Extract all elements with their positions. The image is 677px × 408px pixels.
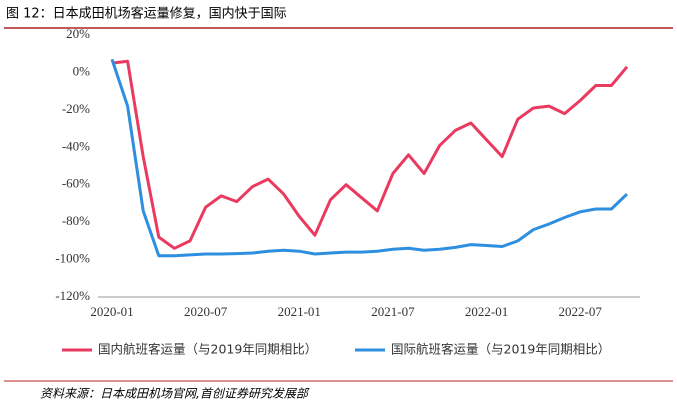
- y-tick-label: 20%: [66, 26, 90, 41]
- y-tick-label: -120%: [55, 288, 90, 303]
- legend-label: 国内航班客运量（与2019年同期相比）: [98, 342, 317, 357]
- x-tick-label: 2021-01: [278, 304, 321, 319]
- y-tick-label: 0%: [73, 63, 91, 78]
- legend-label: 国际航班客运量（与2019年同期相比）: [391, 342, 610, 357]
- x-tick-label: 2020-01: [90, 304, 133, 319]
- source: 资料来源：日本成田机场官网,首创证券研究发展部: [40, 387, 310, 401]
- series-line: [110, 58, 629, 258]
- x-tick-label: 2020-07: [184, 304, 228, 319]
- y-tick-label: -40%: [62, 138, 90, 153]
- y-tick-label: -20%: [62, 101, 90, 116]
- x-tick-label: 2022-01: [465, 304, 508, 319]
- series-line: [111, 59, 629, 250]
- y-tick-label: -100%: [55, 251, 90, 266]
- x-tick-label: 2021-07: [371, 304, 415, 319]
- y-tick-label: -60%: [62, 176, 90, 191]
- x-tick-label: 2022-07: [559, 304, 603, 319]
- y-tick-label: -80%: [62, 213, 90, 228]
- chart-title: 图 12：日本成田机场客运量修复，国内快于国际: [6, 6, 287, 22]
